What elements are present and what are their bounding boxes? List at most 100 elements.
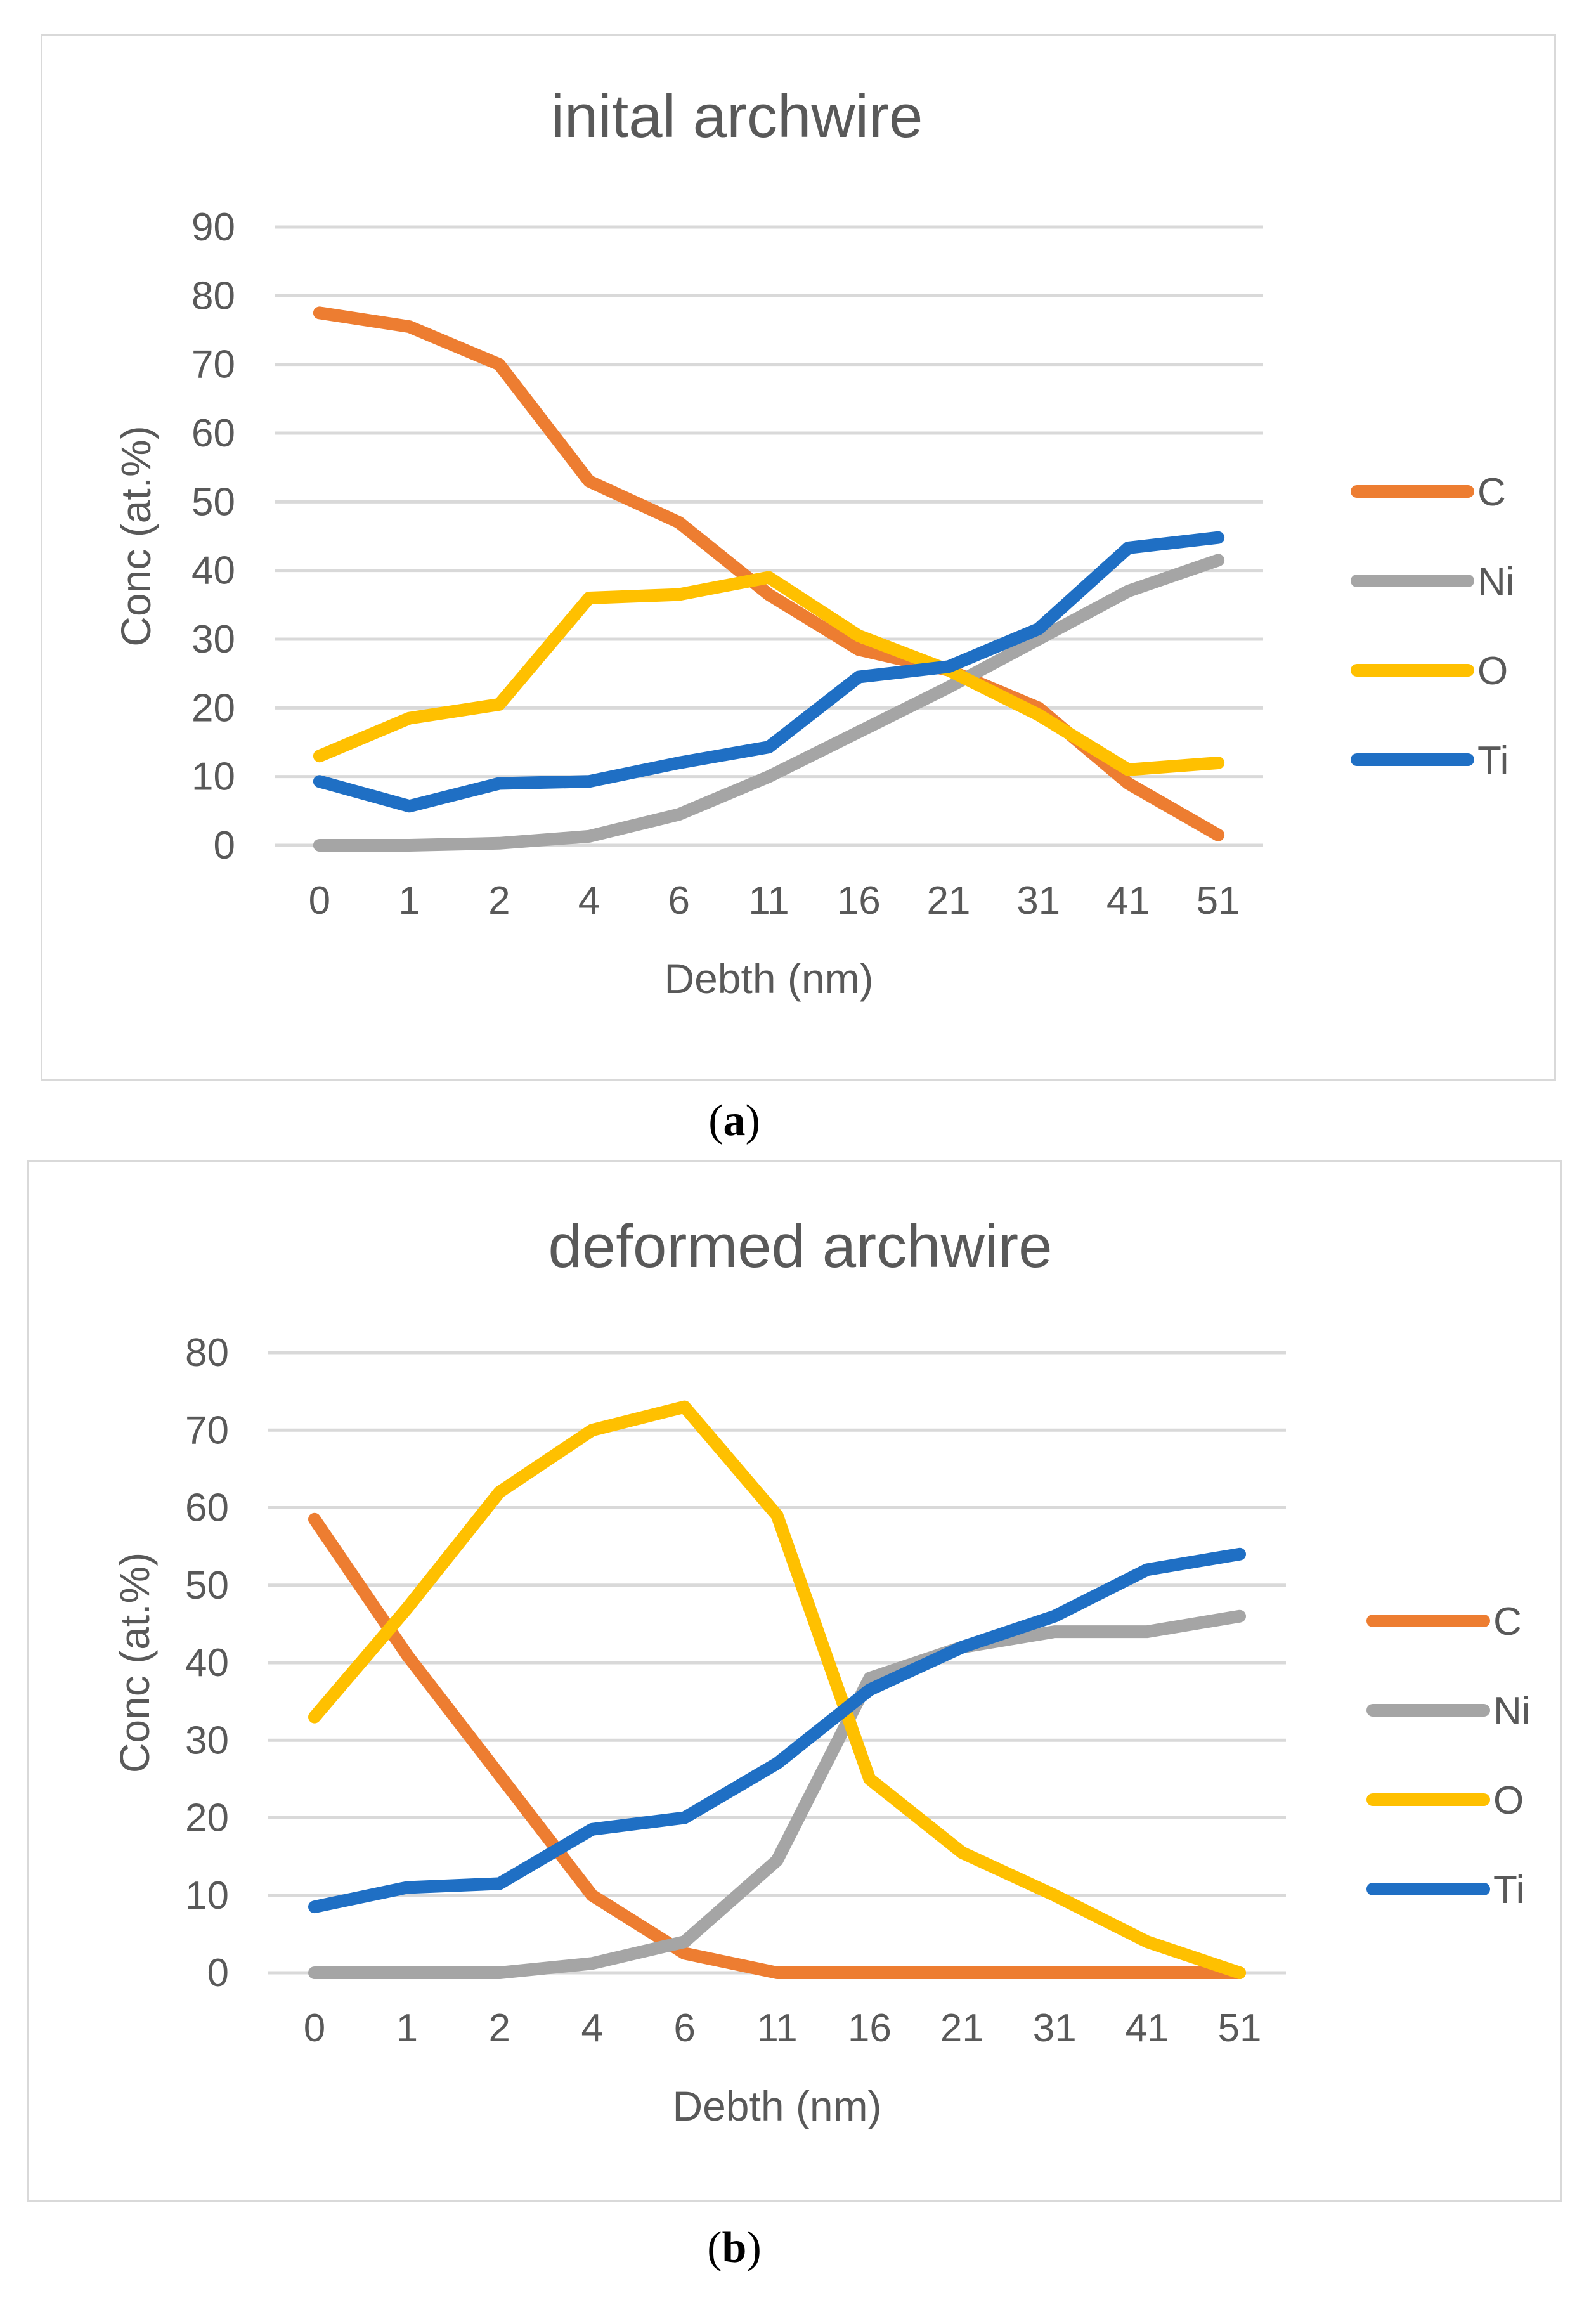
- chart-a-series-c-point: [588, 480, 590, 482]
- chart-b-y-tick-label: 10: [185, 1874, 229, 1918]
- chart-a-series-ni-line: [313, 554, 1225, 852]
- chart-b-series-o-point: [498, 1491, 500, 1493]
- chart-a-y-tick-label: 40: [191, 549, 235, 593]
- caption-a-letter: a: [723, 1096, 746, 1145]
- chart-b-series-o-point: [313, 1716, 315, 1718]
- chart-a-series-c-point: [1217, 834, 1219, 836]
- chart-a-y-tick-label: 20: [191, 686, 235, 730]
- chart-a-x-tick-label: 21: [926, 879, 970, 923]
- chart-a-series-o-point: [588, 597, 590, 599]
- chart-a-series-ti-point: [858, 676, 860, 678]
- chart-b-series-o-point: [406, 1608, 408, 1609]
- chart-b-series-ti-point: [313, 1906, 315, 1908]
- chart-b-series-ti-point: [591, 1828, 593, 1830]
- chart-a-series-ni-point: [678, 814, 680, 815]
- chart-b-series-o-point: [1239, 1972, 1241, 1973]
- chart-a-series-ti-point: [318, 781, 320, 783]
- chart-a-series-o-point: [318, 755, 320, 757]
- chart-b-series-ti-point: [869, 1689, 871, 1691]
- chart-b-series-ni-point: [498, 1972, 500, 1973]
- chart-b-y-tick-label: 20: [185, 1796, 229, 1840]
- chart-a-x-tick-label: 6: [668, 879, 690, 923]
- chart-a-series-ni-point: [318, 845, 320, 846]
- chart-a-y-tick-label: 30: [191, 618, 235, 661]
- chart-a-series-c-point: [768, 594, 770, 595]
- chart-b-legend-label-c: C: [1493, 1600, 1522, 1644]
- chart-a-x-tick-label: 41: [1106, 879, 1150, 923]
- chart-b-series-o-point: [961, 1852, 963, 1854]
- chart-a-x-tick-label: 1: [398, 879, 420, 923]
- chart-a-x-tick-label: 0: [309, 879, 330, 923]
- chart-b-legend-label-ni: Ni: [1493, 1689, 1531, 1733]
- chart-a-series-ni-point: [408, 845, 410, 846]
- chart-b-y-tick-label: 0: [207, 1951, 229, 1995]
- chart-a-series-ti-point: [1217, 536, 1219, 538]
- chart-b-series-c-point: [1146, 1972, 1148, 1973]
- chart-b-series-c-point: [591, 1894, 593, 1896]
- chart-a-title: inital archwire: [551, 82, 923, 150]
- chart-b-series-ti-point: [776, 1762, 778, 1764]
- chart-b-x-tick-label: 16: [848, 2006, 892, 2050]
- chart-b-x-tick-label: 0: [304, 2006, 325, 2050]
- chart-b-series-ni-point: [776, 1859, 778, 1861]
- chart-a-series-ni-point: [588, 835, 590, 837]
- chart-a-x-tick-label: 31: [1016, 879, 1060, 923]
- chart-b-y-tick-label: 30: [185, 1719, 229, 1762]
- chart-b-x-tick-label: 51: [1218, 2006, 1262, 2050]
- chart-b-x-tick-label: 21: [940, 2006, 984, 2050]
- chart-a-series-o-point: [678, 594, 680, 595]
- chart-b-series-c-point: [961, 1972, 963, 1973]
- chart-a-x-tick-label: 16: [837, 879, 881, 923]
- chart-b-y-tick-label: 80: [185, 1331, 229, 1375]
- chart-a-series-c-point: [318, 312, 320, 314]
- chart-b-y-tick-label: 70: [185, 1408, 229, 1452]
- chart-b-series-ni-point: [313, 1972, 315, 1973]
- chart-b-series-ni-point: [869, 1677, 871, 1679]
- chart-a-series-ni-point: [768, 776, 770, 777]
- chart-b-x-tick-label: 1: [396, 2006, 418, 2050]
- chart-panel-a: inital archwire 0 10 20 30 40 50 60 70 80 90 0 1 2 4 6 1…: [41, 34, 1556, 1081]
- chart-b-series-ni-point: [406, 1972, 408, 1973]
- caption-b-letter: b: [722, 2223, 747, 2272]
- chart-a-series-ni-point: [498, 842, 500, 844]
- chart-a-series-o-point: [498, 703, 500, 705]
- chart-a-y-tick-label: 0: [214, 824, 235, 867]
- chart-b-series-o-point: [1146, 1941, 1148, 1943]
- chart-a-series-c-point: [678, 521, 680, 523]
- chart-b-legend-label-ti: Ti: [1493, 1868, 1524, 1912]
- chart-b-series-ni-point: [1054, 1631, 1056, 1633]
- chart-b-series-c-point: [313, 1518, 315, 1520]
- chart-a-y-tick-label: 50: [191, 480, 235, 524]
- chart-b-series-ni-point: [1146, 1631, 1148, 1633]
- chart-b-series-o-point: [1054, 1894, 1056, 1896]
- chart-a-series-ti-point: [498, 783, 500, 784]
- chart-a-series-c-point: [408, 326, 410, 328]
- chart-b-x-tick-label: 11: [756, 2006, 797, 2050]
- chart-a-svg: inital archwire 0 10 20 30 40 50 60 70 80 90 0 1 2 4 6 1…: [112, 82, 1515, 1002]
- chart-a-series-ti-point: [1127, 547, 1129, 549]
- chart-a-legend-label-o: O: [1477, 649, 1508, 693]
- chart-a-x-tick-label: 51: [1197, 879, 1240, 923]
- chart-b-x-tick-label: 2: [489, 2006, 510, 2050]
- chart-a-series-ni-point: [1127, 590, 1129, 592]
- chart-b-series-ni-point: [591, 1963, 593, 1965]
- chart-b-series-o-point: [776, 1514, 778, 1516]
- chart-a-series-o-point: [1127, 769, 1129, 770]
- chart-b-series-c-point: [498, 1774, 500, 1776]
- chart-b-series-ni-point: [684, 1941, 685, 1943]
- caption-a: (a): [708, 1096, 760, 1145]
- chart-b-series-ti-point: [406, 1887, 408, 1888]
- chart-b-series-c-point: [684, 1952, 685, 1954]
- chart-b-series-o-point: [869, 1778, 871, 1780]
- chart-b-series-ti-point: [684, 1817, 685, 1819]
- chart-b-series-o-point: [591, 1429, 593, 1431]
- chart-b-y-tick-label: 40: [185, 1641, 229, 1685]
- chart-a-series-ti-point: [588, 781, 590, 783]
- chart-b-x-tick-label: 31: [1033, 2006, 1077, 2050]
- chart-a-x-axis-title: Debth (nm): [664, 955, 873, 1002]
- chart-b-series-c-point: [869, 1972, 871, 1973]
- chart-a-series-o-point: [408, 717, 410, 719]
- chart-a-series-o-point: [1037, 714, 1039, 716]
- chart-b-y-axis-title: Conc (at.%): [111, 1552, 158, 1773]
- chart-b-svg: deformed archwire 0 10 20 30 40 50 60 70 80 0 1 2 4 6 1…: [111, 1212, 1531, 2129]
